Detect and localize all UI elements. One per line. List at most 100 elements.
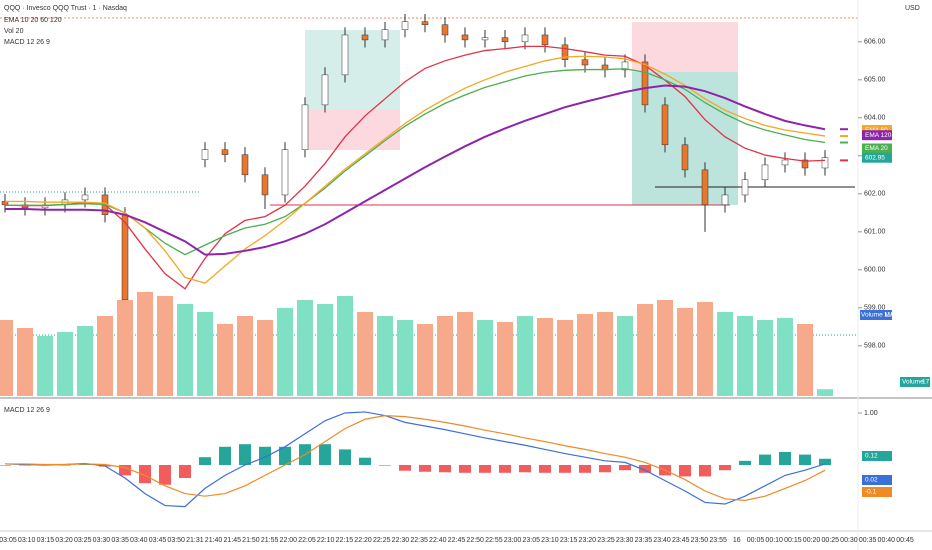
histogram-bar xyxy=(699,465,711,477)
histogram-bar xyxy=(0,465,11,466)
volume-bar xyxy=(437,316,453,396)
volume-bar xyxy=(757,320,773,396)
ema-line xyxy=(5,84,826,256)
volume-ma-name: Volume MA xyxy=(861,312,895,319)
legend-swatch xyxy=(840,141,848,144)
x-tick-label: 00:05 xyxy=(747,537,765,544)
candle-body xyxy=(441,24,449,36)
volume-bar xyxy=(557,320,573,396)
histogram-bar xyxy=(399,465,411,471)
x-tick-label: 23:25 xyxy=(597,537,615,544)
price-badge xyxy=(862,152,892,163)
volume-bar xyxy=(817,389,833,396)
x-tick-label: 23:00 xyxy=(504,537,522,544)
volume-bar xyxy=(577,314,593,396)
x-tick-label: 00:10 xyxy=(765,537,783,544)
histogram-bar xyxy=(159,465,171,485)
x-tick-label: 00:35 xyxy=(859,537,877,544)
volume-bar xyxy=(597,312,613,396)
candle-body xyxy=(681,144,689,171)
legend-swatch xyxy=(840,135,848,138)
volume-bar xyxy=(117,300,133,396)
x-tick-label: 22:30 xyxy=(392,537,410,544)
candle-body xyxy=(361,34,369,41)
candle-body xyxy=(741,179,749,196)
x-tick-label: 00:40 xyxy=(878,537,896,544)
x-tick-label: 22:15 xyxy=(336,537,354,544)
histogram-bar xyxy=(539,465,551,473)
histogram-bar xyxy=(499,465,511,473)
candle-body xyxy=(721,194,729,206)
x-tick-label: 00:45 xyxy=(896,537,914,544)
legend-swatch xyxy=(840,128,848,131)
volume-bar xyxy=(537,318,553,396)
histogram-bar xyxy=(119,465,131,476)
histogram-bar xyxy=(799,454,811,465)
volume-bar xyxy=(717,312,733,396)
volume-bar xyxy=(257,320,273,396)
candle-body xyxy=(501,37,509,43)
macd-line xyxy=(5,414,826,501)
volume-bar xyxy=(797,324,813,396)
x-tick-label: 03:05 xyxy=(0,537,17,544)
volume-bar xyxy=(37,336,53,396)
candle-body xyxy=(581,59,589,66)
price-badge xyxy=(862,125,892,136)
loss-zone xyxy=(632,22,738,72)
volume-bar xyxy=(277,308,293,396)
histogram-bar xyxy=(199,457,211,465)
price-badge-text: EMA 120 xyxy=(865,132,892,139)
volume-bar xyxy=(657,300,673,396)
volume-badge xyxy=(900,377,930,387)
price-badge-text: 0.02 xyxy=(865,477,878,484)
candle-body xyxy=(761,164,769,181)
price-badge-text: 602.95 xyxy=(865,154,885,161)
volume-bar xyxy=(317,304,333,396)
candle-body xyxy=(481,37,489,41)
volume-bar xyxy=(357,312,373,396)
histogram-bar xyxy=(339,449,351,465)
histogram-bar xyxy=(239,444,251,465)
candle-body xyxy=(341,34,349,76)
legend-swatch xyxy=(840,159,848,162)
chart-title: QQQ · Invesco QQQ Trust · 1 · Nasdaq xyxy=(4,5,127,12)
histogram-bar xyxy=(19,465,31,466)
x-tick-label: 00:25 xyxy=(821,537,839,544)
candle-body xyxy=(401,21,409,30)
histogram-bar xyxy=(79,464,91,465)
candle-body xyxy=(281,149,289,196)
histogram-bar xyxy=(719,465,731,471)
histogram-bar xyxy=(579,465,591,473)
x-tick-label: 22:20 xyxy=(354,537,372,544)
y-tick-label: 600.00 xyxy=(864,267,886,274)
volume-ma-badge xyxy=(860,310,892,320)
histogram-bar xyxy=(459,465,471,473)
x-tick-label: 00:20 xyxy=(803,537,821,544)
volume-bar xyxy=(217,324,233,396)
volume-bar xyxy=(57,332,73,396)
y-tick-label: 604.00 xyxy=(864,115,886,122)
volume-bar xyxy=(77,326,93,396)
candle-body xyxy=(201,149,209,160)
volume-bar xyxy=(237,316,253,396)
volume-bar xyxy=(617,316,633,396)
loss-zone xyxy=(305,110,400,150)
legend-text: EMA 10 20 60 120 xyxy=(4,17,62,24)
histogram-bar xyxy=(639,465,651,473)
volume-bar xyxy=(0,320,13,396)
x-tick-label: 22:50 xyxy=(466,537,484,544)
price-badge xyxy=(862,475,892,485)
candle-body xyxy=(821,157,829,169)
x-tick-label: 23:35 xyxy=(635,537,653,544)
currency: USD xyxy=(905,5,920,12)
x-tick-label: 22:55 xyxy=(485,537,503,544)
x-tick-label: 03:50 xyxy=(167,537,185,544)
x-tick-label: 21:55 xyxy=(261,537,279,544)
price-badge xyxy=(862,451,892,461)
volume-bar xyxy=(377,316,393,396)
candle-body xyxy=(701,169,709,206)
x-tick-label: 00:15 xyxy=(784,537,802,544)
candle-body xyxy=(801,159,809,169)
x-tick-label: 21:40 xyxy=(205,537,223,544)
